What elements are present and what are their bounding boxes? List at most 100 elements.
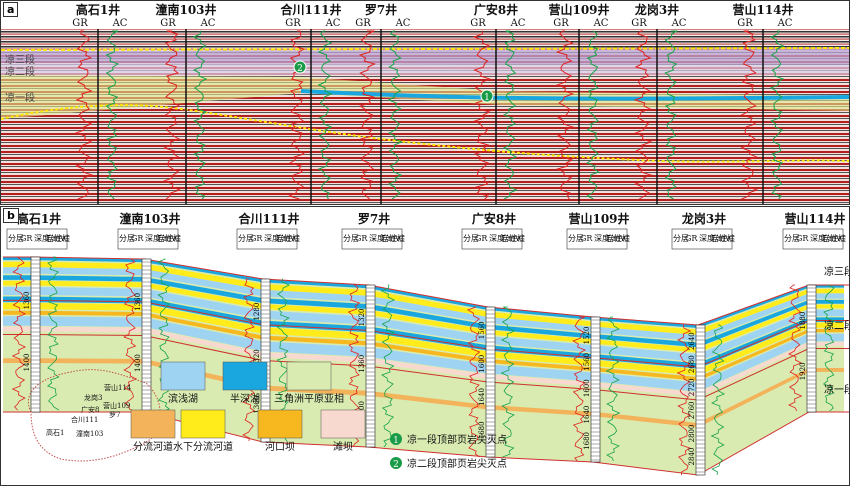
- column-header: 深度/m: [594, 233, 621, 243]
- column-header: GR: [796, 234, 809, 243]
- column-header: GR: [250, 234, 263, 243]
- column-header: 深度/m: [699, 233, 726, 243]
- seismic-gr-label: GR: [631, 18, 647, 29]
- facies-band: [3, 296, 844, 369]
- column-header: GR: [580, 234, 593, 243]
- map-label: 广安8: [81, 405, 99, 414]
- seismic-gr-label: GR: [355, 18, 371, 29]
- facies-band: [3, 364, 844, 475]
- pinchout-marker-1: 1: [480, 89, 494, 103]
- depth-label: 1360: [358, 355, 366, 373]
- column-header: GR: [475, 234, 488, 243]
- facies-band: [3, 310, 844, 381]
- facies-band: [3, 316, 844, 392]
- right-layer-label: 凉三段: [824, 265, 849, 278]
- lithology-column: [365, 284, 376, 448]
- ac-log: [46, 256, 60, 411]
- column-header: GR: [685, 234, 698, 243]
- map-label: 潼南103: [76, 429, 103, 438]
- seismic-layer-label: 凉一段: [5, 91, 35, 104]
- column-header: 岩性柱: [606, 233, 630, 243]
- svg-text:2: 2: [297, 64, 303, 74]
- column-header: 深度/m: [145, 233, 172, 243]
- column-header: 深度/m: [34, 233, 61, 243]
- column-header: AC: [617, 234, 630, 243]
- seismic-ac-label: AC: [593, 18, 609, 29]
- seismic-ac-label: AC: [200, 18, 216, 29]
- facies-band: [3, 302, 844, 376]
- legend-swatch: [160, 361, 206, 391]
- seismic-ac-trace: [192, 30, 208, 200]
- seismic-ac-trace: [317, 30, 333, 200]
- legend-label: 分流河道: [133, 440, 173, 453]
- map-label: 罗7: [109, 411, 120, 419]
- legend-label: 滨浅湖: [168, 392, 198, 405]
- seismic-ac-label: AC: [325, 18, 341, 29]
- legend-swatch: [130, 409, 176, 439]
- column-header: 深度/m: [369, 233, 396, 243]
- seismic-ac-trace: [585, 30, 600, 200]
- facies-band: [3, 267, 844, 342]
- seismic-gr-label: GR: [553, 18, 569, 29]
- column-header: AC: [722, 234, 735, 243]
- ac-log: [500, 306, 516, 458]
- marker-legend-label: 凉一段顶部页岩尖灭点: [407, 433, 507, 446]
- layer-boundary: [3, 256, 849, 326]
- gr-log: [466, 306, 481, 458]
- marker-legend: 1 凉一段顶部页岩尖灭点 2 凉二段顶部页岩尖灭点: [390, 433, 507, 470]
- depth-label: 1600: [583, 379, 591, 397]
- facies-band: [3, 332, 844, 421]
- depth-label: 1880: [799, 312, 807, 330]
- column-header: AC: [833, 234, 846, 243]
- seismic-well-name: 潼南103井: [155, 2, 216, 17]
- seismic-well-name: 合川111井: [280, 2, 341, 17]
- depth-label: 2640: [688, 332, 696, 350]
- column-header: 岩性柱: [822, 233, 846, 243]
- lithology-column: [590, 316, 601, 463]
- column-header: GR: [20, 234, 33, 243]
- depth-label: 1640: [478, 388, 486, 406]
- column-header: AC: [57, 234, 70, 243]
- seismic-ac-label: AC: [671, 18, 687, 29]
- column-header-box: [671, 228, 733, 250]
- seismic-gr-trace: [358, 30, 376, 200]
- column-header: AC: [168, 234, 181, 243]
- depth-label: 1280: [253, 303, 261, 321]
- svg-text:1: 1: [393, 436, 399, 446]
- column-header-box: [566, 228, 628, 250]
- seismic-gr-trace: [287, 30, 306, 200]
- ac-log: [710, 324, 726, 476]
- column-header: 岩性柱: [501, 233, 525, 243]
- column-header: 分层: [343, 234, 359, 243]
- depth-label: 1360: [134, 293, 142, 311]
- ac-log: [380, 284, 396, 448]
- depth-label: 2840: [688, 448, 696, 466]
- pinchout-marker-2: 2: [293, 60, 307, 74]
- well-name: 营山109井: [568, 211, 629, 226]
- legend-label: 半深湖: [230, 392, 260, 405]
- seismic-ac-label: AC: [112, 18, 128, 29]
- column-header-box: [6, 228, 68, 250]
- map-label: 合川111: [71, 415, 98, 424]
- layer-boundary: [3, 411, 849, 476]
- depth-label: 1920: [799, 362, 807, 380]
- column-header: 分层: [8, 234, 24, 243]
- gr-log: [788, 284, 803, 412]
- seismic-gr-label: GR: [737, 18, 753, 29]
- well-name: 广安8井: [472, 211, 516, 226]
- seismic-gr-trace: [472, 30, 492, 200]
- ac-log: [822, 284, 835, 412]
- legend-swatch: [286, 361, 332, 391]
- lithology-column: [806, 284, 817, 413]
- well-name: 高石1井: [17, 211, 61, 226]
- seismic-ac-trace: [105, 30, 120, 200]
- column-header-box: [461, 228, 523, 250]
- correlation-panel: b 高石1井 分层 GR 深度/m 岩性柱 AC 1360 1400 潼南103井 分层 GR 深度/…: [0, 206, 850, 486]
- column-header: AC: [392, 234, 405, 243]
- seismic-well-name: 营山109井: [548, 2, 609, 17]
- well-name: 龙岗3井: [682, 211, 726, 226]
- seismic-well-traces: [74, 29, 785, 204]
- depth-label: 1680: [478, 421, 486, 439]
